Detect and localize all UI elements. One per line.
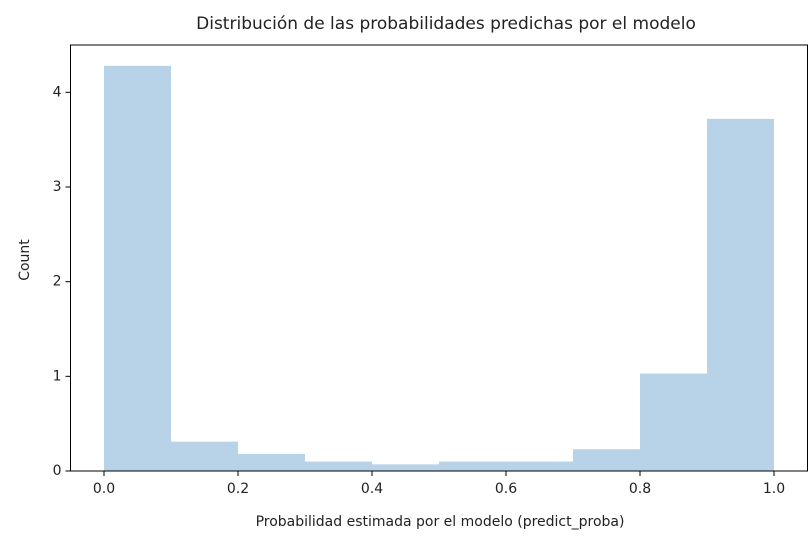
x-tick-label: 0.2 — [227, 481, 249, 497]
bar — [640, 373, 707, 471]
y-tick-label: 1 — [53, 368, 62, 384]
x-tick-label: 0.0 — [93, 481, 115, 497]
y-tick-label: 4 — [53, 84, 62, 100]
bar — [238, 453, 305, 471]
y-tick-label: 3 — [53, 179, 62, 195]
x-axis-label: Probabilidad estimada por el modelo (pre… — [256, 514, 625, 530]
bar — [573, 449, 640, 471]
y-axis-label: Count — [17, 239, 33, 281]
bar — [171, 441, 238, 471]
bar — [305, 461, 372, 471]
x-tick-label: 0.6 — [495, 481, 517, 497]
x-tick-label: 1.0 — [763, 481, 785, 497]
chart-title: Distribución de las probabilidades predi… — [196, 14, 696, 34]
x-tick-label: 0.8 — [629, 481, 651, 497]
bar — [372, 464, 439, 471]
bar — [707, 118, 774, 471]
y-tick-label: 0 — [53, 463, 62, 479]
bar — [506, 461, 573, 471]
x-tick-label: 0.4 — [361, 481, 383, 497]
y-tick-label: 2 — [53, 274, 62, 290]
plot-frame — [70, 44, 808, 472]
bar — [439, 461, 506, 471]
bar — [104, 65, 171, 472]
